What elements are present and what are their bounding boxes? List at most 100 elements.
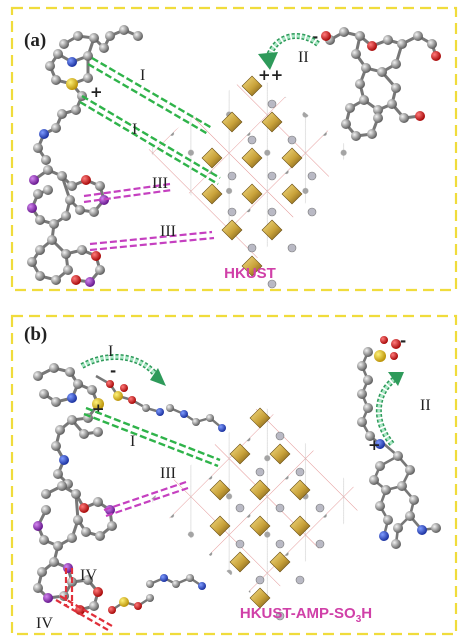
carbon-atom bbox=[53, 469, 63, 479]
carbon-atom bbox=[35, 271, 45, 281]
sulfonate-group-b-bottom bbox=[108, 594, 154, 614]
cu-octahedron bbox=[201, 183, 223, 205]
carbon-atom bbox=[71, 489, 81, 499]
carbon-atom bbox=[89, 601, 99, 611]
nitrogen-atom bbox=[39, 129, 49, 139]
oxygen-atom bbox=[321, 31, 331, 41]
cu-octahedron bbox=[249, 407, 271, 429]
carbon-atom bbox=[363, 347, 373, 357]
carbon-atom bbox=[63, 265, 73, 275]
linker-node bbox=[255, 575, 265, 585]
carbon-atom bbox=[41, 155, 51, 165]
mof-framework-b bbox=[150, 404, 368, 621]
carbon-atom bbox=[67, 415, 77, 425]
oxygen-atom bbox=[71, 275, 81, 285]
cu-octahedron bbox=[289, 479, 311, 501]
sulfur-atom bbox=[113, 391, 123, 401]
carbon-atom bbox=[119, 25, 129, 35]
carbon-atom bbox=[61, 211, 71, 221]
linker-node bbox=[227, 171, 237, 181]
carbon-atom bbox=[431, 523, 441, 533]
oxygen-atom bbox=[367, 41, 377, 51]
iodinated-dye-molecule-b bbox=[33, 481, 117, 615]
carbon-atom bbox=[375, 501, 385, 511]
iodine-atom bbox=[33, 521, 43, 531]
oxygen-atom bbox=[128, 396, 136, 404]
carbon-atom bbox=[47, 235, 57, 245]
carbon-atom bbox=[75, 205, 85, 215]
cu-octahedron bbox=[261, 219, 283, 241]
carbon-atom bbox=[427, 39, 437, 49]
amine-chain-b bbox=[146, 404, 226, 590]
oxygen-atom bbox=[415, 111, 425, 121]
right-b-positive-charge: + bbox=[368, 436, 381, 454]
linker-node bbox=[275, 431, 285, 441]
oxygen-atom bbox=[380, 336, 388, 344]
carbon-atom bbox=[413, 31, 423, 41]
nitrogen-atom bbox=[156, 408, 164, 416]
carbon-atom bbox=[355, 79, 365, 89]
nitrogen-atom bbox=[180, 410, 188, 418]
carbon-atom bbox=[105, 31, 115, 41]
carbon-atom bbox=[55, 425, 65, 435]
cu-octahedron bbox=[269, 551, 291, 573]
carbon-atom bbox=[51, 75, 61, 85]
linker-node bbox=[267, 171, 277, 181]
oxygen-atom bbox=[134, 602, 142, 610]
carbon-atom bbox=[79, 429, 89, 439]
oxygen-atom bbox=[120, 384, 128, 392]
panel-b-letter: (b) bbox=[24, 324, 47, 345]
carbon-atom bbox=[83, 51, 93, 61]
linker-node bbox=[275, 611, 285, 621]
panel-b: (b) HKUST-AMP-SO3H + - bbox=[10, 314, 458, 636]
carbon-atom bbox=[33, 371, 43, 381]
carbon-atom bbox=[341, 119, 351, 129]
carbon-atom bbox=[33, 143, 43, 153]
carbon-atom bbox=[375, 461, 385, 471]
carbon-atom bbox=[33, 583, 43, 593]
carbon-atom bbox=[357, 389, 367, 399]
carbon-atom bbox=[37, 567, 47, 577]
carbon-atom bbox=[377, 67, 387, 77]
carbon-atom bbox=[73, 31, 83, 41]
linker-node bbox=[247, 135, 257, 145]
oxygen-atom bbox=[108, 606, 116, 614]
carbon-atom bbox=[369, 475, 379, 485]
linker-node bbox=[315, 539, 325, 549]
nitrogen-atom bbox=[417, 525, 427, 535]
iodine-atom bbox=[85, 277, 95, 287]
carbon-atom bbox=[27, 257, 37, 267]
panel-a-letter: (a) bbox=[24, 30, 46, 51]
linker-node bbox=[255, 467, 265, 477]
linker-node bbox=[275, 503, 285, 513]
carbon-atom bbox=[41, 505, 51, 515]
carbon-atom bbox=[339, 27, 349, 37]
interaction-label-b-II: II bbox=[420, 397, 431, 414]
carbon-atom bbox=[383, 515, 393, 525]
linker-node bbox=[235, 503, 245, 513]
carbon-atom bbox=[53, 49, 63, 59]
carbon-atom bbox=[87, 385, 97, 395]
linker-node bbox=[267, 207, 277, 217]
carbon-atom bbox=[43, 185, 53, 195]
interaction-label-a-II: II bbox=[298, 49, 309, 66]
carbon-atom bbox=[73, 379, 83, 389]
carbon-atom bbox=[363, 403, 373, 413]
carbon-atom bbox=[107, 521, 117, 531]
cu-octahedron bbox=[221, 111, 243, 133]
carbon-atom bbox=[57, 171, 67, 181]
carbon-atom bbox=[59, 39, 69, 49]
carbon-atom bbox=[65, 195, 75, 205]
carbon-atom bbox=[146, 580, 154, 588]
iodinated-dye-molecule-a bbox=[27, 165, 109, 287]
interaction-label-a-I-upper: I bbox=[140, 67, 145, 84]
carbon-atom bbox=[186, 574, 194, 582]
carbon-atom bbox=[409, 495, 419, 505]
carbon-atom bbox=[35, 245, 45, 255]
carbon-atom bbox=[51, 275, 61, 285]
oxygen-atom bbox=[79, 503, 89, 513]
carbon-atom bbox=[33, 189, 43, 199]
carbon-atom bbox=[351, 131, 361, 141]
cu-octahedron bbox=[249, 587, 271, 609]
